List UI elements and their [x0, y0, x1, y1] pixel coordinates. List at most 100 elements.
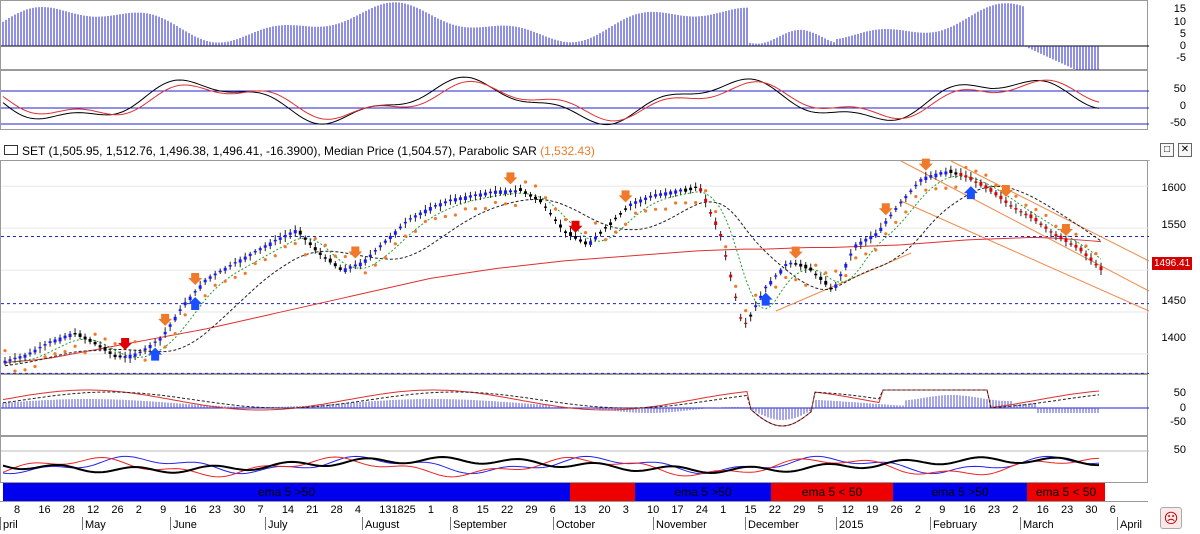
- candle-body: [1034, 218, 1038, 222]
- parabolic-sar-dot: [333, 254, 337, 258]
- candle-body: [313, 247, 317, 251]
- date-tick-label: 10: [647, 504, 660, 516]
- parabolic-sar-dot: [714, 210, 718, 214]
- candle-body: [584, 241, 588, 245]
- axis-tick-label: -50: [1170, 416, 1186, 428]
- candle-body: [1049, 231, 1053, 233]
- oscillator-axis: 50 0 -50: [1150, 70, 1200, 130]
- candle-body: [268, 242, 272, 247]
- oscillator-panel: [0, 70, 1149, 130]
- top-histogram-chart: [1, 2, 1149, 81]
- candle-body: [438, 203, 442, 207]
- month-tick: [450, 517, 451, 530]
- parabolic-sar-dot: [593, 221, 598, 225]
- date-tick-label: 21: [306, 504, 319, 516]
- month-tick: [930, 517, 931, 530]
- candle-body: [569, 232, 573, 236]
- candle-body: [744, 322, 748, 325]
- candle-body: [659, 193, 663, 196]
- candle-body: [924, 176, 928, 181]
- date-axis: 8 16 28 12 26 2 9 16 23 30 7 14 21 28 4 1318 25 1 8 15 22 29 6…: [0, 501, 1148, 534]
- candle-body: [128, 354, 132, 359]
- candle-body: [1069, 243, 1073, 245]
- parabolic-sar-dot: [183, 313, 187, 317]
- month-label: October: [556, 519, 596, 531]
- parabolic-sar-dot: [834, 269, 838, 273]
- parabolic-sar-dot: [754, 293, 758, 297]
- candle-body: [634, 201, 638, 204]
- median-price-label: , Median Price (1,504.57),: [317, 144, 459, 158]
- candle-body: [824, 280, 828, 285]
- buy-arrow-icon: [963, 186, 978, 200]
- candle-body: [664, 192, 668, 196]
- candle-body: [518, 188, 522, 191]
- axis-tick-label: 0: [1179, 100, 1186, 112]
- candle-body: [994, 192, 998, 196]
- macd-axis: 50 0 -50: [1150, 374, 1200, 436]
- candle-body: [754, 305, 758, 308]
- status-face-icon[interactable]: ☹: [1160, 507, 1182, 529]
- maximize-button[interactable]: □: [1160, 143, 1174, 157]
- sell-arrow-icon: [1058, 223, 1073, 236]
- parabolic-sar-dot: [994, 183, 998, 187]
- candle-body: [979, 181, 983, 186]
- candle-body: [48, 341, 52, 344]
- date-tick-label: 14: [281, 504, 295, 516]
- date-tick-label: 1: [720, 504, 727, 516]
- ema-signal-segment: ema 5 >50: [893, 483, 1027, 501]
- candle-body: [318, 252, 322, 255]
- candle-body: [503, 190, 507, 194]
- chart-title: SET (1,505.95, 1,512.76, 1,496.38, 1,496…: [22, 144, 595, 158]
- month-label: July: [268, 519, 288, 531]
- date-tick-label: 16: [38, 504, 51, 516]
- candle-body: [604, 227, 608, 229]
- candle-body: [483, 192, 487, 196]
- parabolic-sar-dot: [3, 349, 7, 353]
- date-tick-label: 26: [890, 504, 903, 516]
- date-tick-label: 26: [111, 504, 124, 516]
- month-tick: [265, 517, 266, 530]
- candle-body: [413, 215, 417, 218]
- candle-body: [448, 199, 452, 202]
- month-label: 2015: [839, 519, 864, 531]
- parabolic-sar-dot: [623, 222, 628, 226]
- month-tick: [82, 517, 83, 530]
- candle-body: [298, 230, 302, 235]
- candle-body: [78, 333, 82, 337]
- date-tick-label: 1: [427, 504, 435, 516]
- parabolic-sar-dot: [1074, 232, 1078, 236]
- month-label: September: [453, 519, 507, 531]
- month-label: pril: [3, 519, 18, 531]
- parabolic-sar-dot: [563, 218, 568, 222]
- candle-body: [704, 198, 708, 203]
- date-tick-label: 9: [160, 504, 167, 516]
- candle-body: [378, 245, 382, 248]
- date-tick-label: 6: [1109, 504, 1116, 516]
- parabolic-sar-dot: [684, 201, 688, 205]
- adx-line: [2, 455, 1100, 475]
- candle-body: [398, 226, 402, 229]
- parabolic-sar-dot: [864, 252, 868, 256]
- candle-body: [809, 267, 813, 271]
- candle-body: [1029, 214, 1033, 219]
- candle-body: [954, 172, 958, 175]
- parabolic-sar-dot: [513, 203, 518, 208]
- candle-body: [288, 232, 292, 235]
- price-panel: [0, 158, 1150, 374]
- macd-chart: [1, 389, 1149, 427]
- candle-body: [1089, 257, 1093, 261]
- parabolic-sar-dot: [83, 351, 87, 355]
- axis-tick-label: 5: [1179, 28, 1186, 40]
- trend-channel-line: [950, 160, 1150, 262]
- candle-body: [859, 241, 863, 245]
- candle-body: [23, 354, 27, 358]
- candle-body: [338, 267, 342, 270]
- candle-body: [1014, 208, 1018, 210]
- candle-body: [353, 264, 357, 267]
- month-tick: [170, 517, 171, 530]
- date-tick-label: 19: [866, 504, 879, 516]
- candle-body: [614, 217, 618, 220]
- candle-body: [143, 348, 147, 351]
- close-button[interactable]: ✕: [1178, 143, 1192, 157]
- candle-body: [523, 191, 527, 194]
